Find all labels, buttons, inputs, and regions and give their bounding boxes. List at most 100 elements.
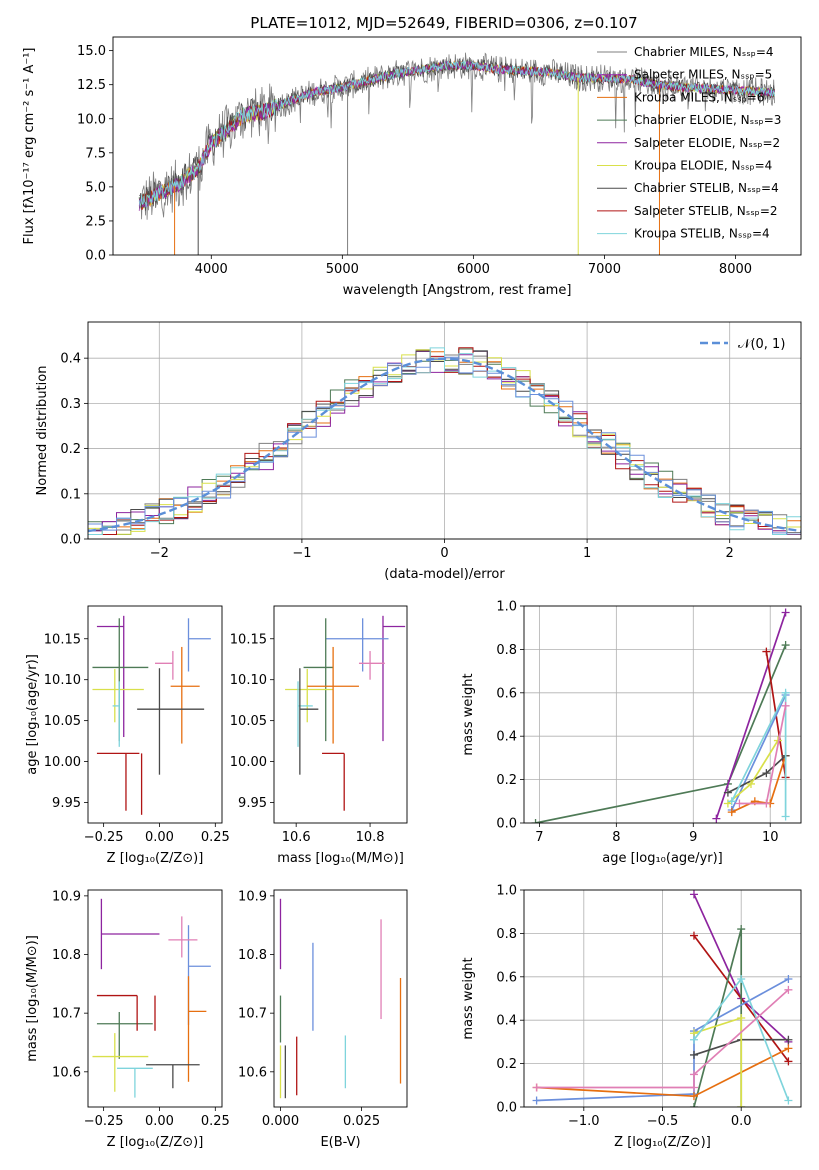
age-vs-z-x-axis-label: Z [log₁₀(Z/Z⊙)]: [107, 851, 204, 866]
mass-weight-vs-z-y-tick-label: 0.8: [496, 927, 517, 942]
residuals-x-tick-label: 1: [583, 546, 591, 561]
weight-series-marker: [689, 1092, 698, 1101]
spectrum-panel: 4000 5000 6000 7000 8000 0.0 2.5 5.0 7.5 10.0 12.5…: [22, 36, 802, 298]
mass-vs-z-y-tick-label: 10.8: [52, 948, 81, 963]
age-vs-mass-x-tick-label: 10.6: [282, 830, 311, 845]
mass-vs-ebv-plot-area: [274, 890, 407, 1107]
weight-series-marker: [781, 688, 790, 697]
mass-vs-z-x-tick-label: −0.25: [84, 1114, 124, 1129]
weight-series-marker: [781, 701, 790, 710]
mass-vs-ebv-x-axis-label: E(B-V): [320, 1135, 360, 1150]
weight-series-marker: [723, 788, 732, 797]
legend-entry-label: Kroupa MILES, Nₛₛₚ=6: [634, 90, 764, 104]
weight-series-marker: [689, 1035, 698, 1044]
age-vs-mass-panel: 10.6 10.8 9.95 10.00 10.05 10.10 10.15 mass [lo…: [230, 605, 408, 866]
normal-reference-curve: [88, 357, 801, 533]
weight-series: [712, 608, 790, 823]
age-vs-z-x-tick-label: 0.25: [201, 830, 230, 845]
weight-series-marker: [532, 1096, 541, 1105]
mass-vs-z-y-axis-label: mass [log₁₀(M/M⊙)]: [25, 935, 40, 1062]
spectrum-x-tick-label: 5000: [326, 262, 359, 277]
mass-weight-vs-z-frame: [523, 889, 802, 1108]
errorbar-point: [117, 1067, 153, 1098]
weight-series-marker: [689, 1070, 698, 1079]
weight-series-marker: [762, 799, 771, 808]
weight-series-marker: [735, 799, 744, 808]
spectrum-y-axis-label: Flux [fλ10⁻¹⁷ erg cm⁻² s⁻¹ A⁻¹]: [22, 48, 37, 245]
weight-series-marker: [746, 779, 755, 788]
mass-weight-vs-z-y-tick-label: 0.4: [496, 1014, 517, 1029]
errorbar-point: [112, 681, 120, 747]
age-vs-z-y-tick-label: 10.15: [44, 632, 81, 647]
residuals-y-tick-label: 0.4: [60, 352, 81, 367]
legend-entry-label: Salpeter STELIB, Nₛₛₚ=2: [634, 204, 778, 218]
weight-series-marker: [737, 1014, 746, 1023]
age-vs-mass-y-tick-label: 9.95: [238, 796, 267, 811]
errorbar-point: [382, 615, 406, 742]
mass-weight-vs-z-x-tick-label: −1.0: [568, 1114, 600, 1129]
weight-series-marker: [689, 1083, 698, 1092]
weight-series-marker: [532, 1083, 541, 1092]
mass-weight-vs-age-plot-area: [524, 606, 801, 823]
errorbar-point: [137, 668, 205, 775]
residuals-y-axis-label: Normed distribution: [35, 366, 50, 496]
mass-weight-vs-age-y-axis-label: mass weight: [461, 673, 476, 755]
errorbar-point: [100, 898, 160, 970]
mass-vs-z-y-tick-label: 10.7: [52, 1007, 81, 1022]
weight-series-marker: [727, 808, 736, 817]
spectrum-x-tick-label: 7000: [588, 262, 621, 277]
errorbar-point: [303, 618, 334, 742]
spectrum-y-tick-label: 12.5: [77, 78, 106, 93]
weight-series: [532, 985, 793, 1092]
mass-weight-vs-age-y-tick-label: 0.8: [496, 643, 517, 658]
errorbar-point: [325, 618, 389, 672]
weight-series-marker: [784, 1044, 793, 1053]
mass-weight-vs-age-data: [531, 608, 790, 823]
mass-vs-ebv-y-tick-label: 10.9: [238, 889, 267, 904]
residuals-x-tick-label: 0: [440, 546, 448, 561]
mass-vs-z-frame: [87, 889, 223, 1108]
mass-weight-vs-age-y-tick-label: 1.0: [496, 600, 517, 615]
mass-vs-ebv-x-tick-label: 0.000: [262, 1114, 299, 1129]
mass-vs-z-data: [92, 898, 211, 1098]
errorbar-point: [299, 668, 319, 775]
mass-weight-vs-age-x-tick-label: 10: [762, 830, 779, 845]
weight-series: [689, 1014, 746, 1107]
errorbar-point: [285, 669, 334, 723]
errorbar-point: [96, 994, 156, 1031]
weight-series-line: [715, 612, 787, 819]
weight-series: [735, 701, 790, 808]
mass-vs-ebv-data: [279, 898, 402, 1099]
weight-series-marker: [712, 814, 721, 823]
mass-weight-vs-z-y-axis-label: mass weight: [461, 957, 476, 1039]
residuals-legend: 𝒩(0, 1): [700, 337, 785, 352]
residuals-x-tick-label: −1: [292, 546, 311, 561]
spectrum-series-line: [138, 57, 775, 211]
legend-entry-label: Salpeter MILES, Nₛₛₚ=5: [634, 68, 772, 82]
spectrum-y-tick-label: 2.5: [85, 214, 106, 229]
weight-series-marker: [784, 985, 793, 994]
spectrum-x-tick-label: 6000: [457, 262, 490, 277]
age-vs-mass-x-tick-label: 10.8: [356, 830, 385, 845]
weight-series-marker: [737, 925, 746, 934]
weight-series: [727, 688, 790, 821]
age-vs-z-y-tick-label: 10.10: [44, 673, 81, 688]
errorbar-point: [307, 646, 359, 744]
age-vs-z-panel: −0.25 0.00 0.25 9.95 10.00 10.05 10.10 10.15 Z […: [25, 605, 230, 866]
age-vs-mass-x-axis-label: mass [log₁₀(M/M⊙)]: [277, 851, 404, 866]
mass-vs-z-x-tick-label: 0.25: [201, 1114, 230, 1129]
residuals-panel: −2 −1 0 1 2 0.0 0.1 0.2 0.3 0.4 (data-model)/error…: [35, 321, 802, 582]
spectrum-y-tick-label: 7.5: [85, 146, 106, 161]
residuals-x-tick-label: 2: [726, 546, 734, 561]
legend-entry-label: Kroupa STELIB, Nₛₛₚ=4: [634, 227, 770, 241]
figure-title: PLATE=1012, MJD=52649, FIBERID=0306, z=0…: [250, 14, 637, 32]
mass-weight-vs-age-y-tick-label: 0.0: [496, 817, 517, 832]
weight-series-marker: [781, 641, 790, 650]
weight-series-marker: [689, 1050, 698, 1059]
mass-weight-vs-age-frame: [523, 605, 802, 824]
legend-entry-label: Chabrier STELIB, Nₛₛₚ=4: [634, 181, 779, 195]
age-vs-mass-y-tick-label: 10.15: [230, 632, 267, 647]
mass-weight-vs-age-x-tick-label: 7: [535, 830, 543, 845]
weight-series-line: [731, 694, 787, 811]
